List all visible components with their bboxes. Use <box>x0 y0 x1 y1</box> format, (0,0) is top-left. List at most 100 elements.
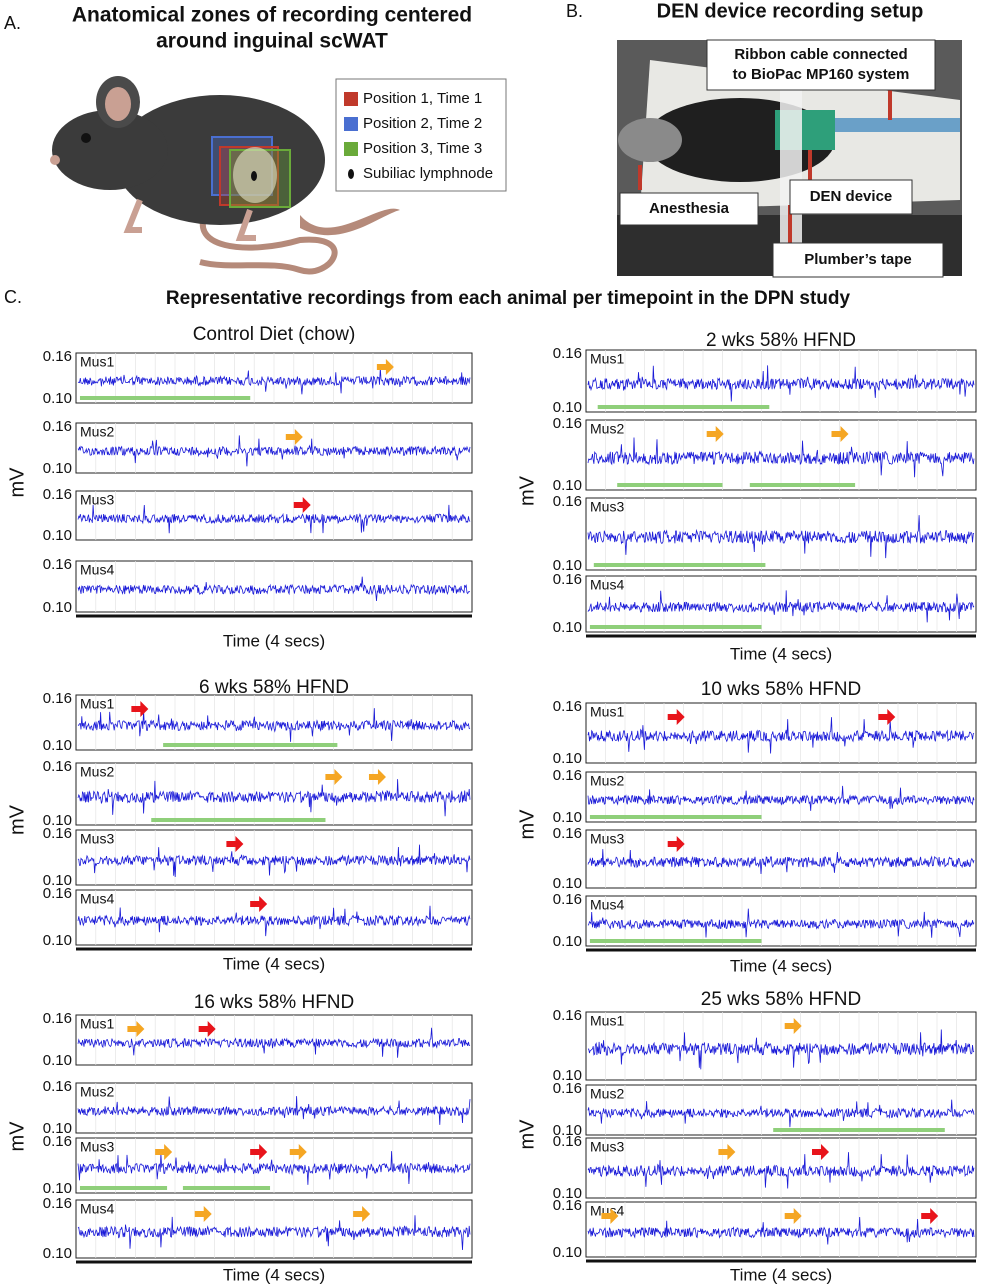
trace-name: Mus4 <box>80 1201 114 1217</box>
callout-label: to BioPac MP160 system <box>733 66 910 83</box>
trace-signal <box>587 515 975 559</box>
y-tick-label: 0.10 <box>553 477 582 494</box>
trace-signal <box>77 779 471 817</box>
y-tick-label: 0.10 <box>553 875 582 892</box>
mouse-eye <box>81 133 91 143</box>
y-tick-label: 0.16 <box>553 493 582 510</box>
x-axis-label: Time (4 secs) <box>223 1265 325 1284</box>
event-arrow <box>667 836 685 852</box>
trace-name: Mus2 <box>80 424 114 440</box>
trace-signal <box>77 708 471 742</box>
trace-name: Mus1 <box>80 354 114 370</box>
y-tick-label: 0.10 <box>553 809 582 826</box>
y-tick-label: 0.16 <box>43 1195 72 1212</box>
x-axis-label: Time (4 secs) <box>223 631 325 650</box>
y-tick-label: 0.16 <box>553 415 582 432</box>
photo-nosecone <box>618 118 682 162</box>
group-title: 10 wks 58% HFND <box>701 679 862 700</box>
mouse-tail-base <box>300 208 400 236</box>
event-arrow <box>131 701 149 717</box>
y-tick-label: 0.10 <box>43 812 72 829</box>
mouse-head <box>52 110 168 190</box>
callout-label: DEN device <box>810 188 893 205</box>
group-title: 25 wks 58% HFND <box>701 989 862 1010</box>
callout-box <box>706 39 936 91</box>
y-tick-label: 0.16 <box>553 345 582 362</box>
trace-signal <box>587 908 975 938</box>
callout-label: Ribbon cable connected <box>734 46 907 63</box>
trace-signal <box>77 905 471 937</box>
y-tick-label: 0.10 <box>43 1180 72 1197</box>
y-tick-label: 0.16 <box>43 758 72 775</box>
trace-signal <box>587 437 975 478</box>
trace-signal <box>587 365 975 402</box>
y-tick-label: 0.10 <box>43 1120 72 1137</box>
panel-letter: A. <box>4 13 21 33</box>
trace-signal <box>77 576 471 602</box>
y-tick-label: 0.16 <box>553 825 582 842</box>
mouse-nose <box>50 155 60 165</box>
group-title: 6 wks 58% HFND <box>199 677 349 698</box>
event-arrow <box>155 1144 173 1160</box>
y-tick-label: 0.10 <box>43 390 72 407</box>
legend-label: Subiliac lymphnode <box>363 165 493 182</box>
legend-swatch <box>344 92 358 106</box>
legend-swatch <box>344 142 358 156</box>
y-tick-label: 0.10 <box>43 1052 72 1069</box>
trace-name: Mus2 <box>590 773 624 789</box>
y-axis-label: mV <box>516 1119 538 1150</box>
y-axis-label: mV <box>6 467 28 498</box>
y-tick-label: 0.16 <box>553 767 582 784</box>
trace-name: Mus2 <box>590 1086 624 1102</box>
y-axis-label: mV <box>6 804 28 835</box>
y-tick-label: 0.10 <box>553 1244 582 1261</box>
trace-name: Mus2 <box>590 421 624 437</box>
y-tick-label: 0.10 <box>553 1067 582 1084</box>
legend-label: Position 3, Time 3 <box>363 140 482 157</box>
trace-signal <box>587 1099 975 1128</box>
event-arrow <box>812 1144 829 1160</box>
trace-name: Mus1 <box>590 1013 624 1029</box>
y-tick-label: 0.16 <box>43 556 72 573</box>
trace-name: Mus3 <box>80 492 114 508</box>
event-arrow <box>718 1144 736 1160</box>
trace-name: Mus3 <box>590 831 624 847</box>
trace-name: Mus4 <box>590 577 624 593</box>
panel-title: Representative recordings from each anim… <box>166 288 851 309</box>
y-tick-label: 0.16 <box>43 486 72 503</box>
event-arrow <box>198 1021 216 1037</box>
mouse-ear-inner <box>105 87 131 121</box>
callout-box <box>789 179 913 215</box>
event-arrow <box>831 426 849 442</box>
y-tick-label: 0.10 <box>43 599 72 616</box>
y-tick-label: 0.16 <box>43 1010 72 1027</box>
y-tick-label: 0.16 <box>43 1133 72 1150</box>
callout-label: Plumber’s tape <box>804 251 912 268</box>
trace-name: Mus3 <box>590 1139 624 1155</box>
event-arrow <box>250 896 268 912</box>
y-tick-label: 0.10 <box>553 750 582 767</box>
y-tick-label: 0.16 <box>553 1007 582 1024</box>
trace-name: Mus1 <box>80 1016 114 1032</box>
trace-signal <box>77 1151 471 1185</box>
panel-title: around inguinal scWAT <box>156 30 388 53</box>
y-tick-label: 0.10 <box>43 527 72 544</box>
y-tick-label: 0.16 <box>43 690 72 707</box>
trace-signal <box>77 504 471 534</box>
y-tick-label: 0.16 <box>43 418 72 435</box>
trace-signal <box>77 367 471 395</box>
event-arrow <box>878 709 896 725</box>
group-title: Control Diet (chow) <box>193 324 356 345</box>
event-arrow <box>293 497 311 513</box>
y-tick-label: 0.16 <box>553 1197 582 1214</box>
y-axis-label: mV <box>516 809 538 840</box>
y-tick-label: 0.10 <box>553 1122 582 1139</box>
event-arrow <box>784 1018 802 1034</box>
trace-signal <box>587 1152 975 1189</box>
x-axis-label: Time (4 secs) <box>730 956 832 975</box>
trace-signal <box>587 849 975 875</box>
event-arrow <box>376 359 394 375</box>
y-tick-label: 0.16 <box>553 891 582 908</box>
legend-box <box>335 78 507 192</box>
y-tick-label: 0.16 <box>553 1133 582 1150</box>
